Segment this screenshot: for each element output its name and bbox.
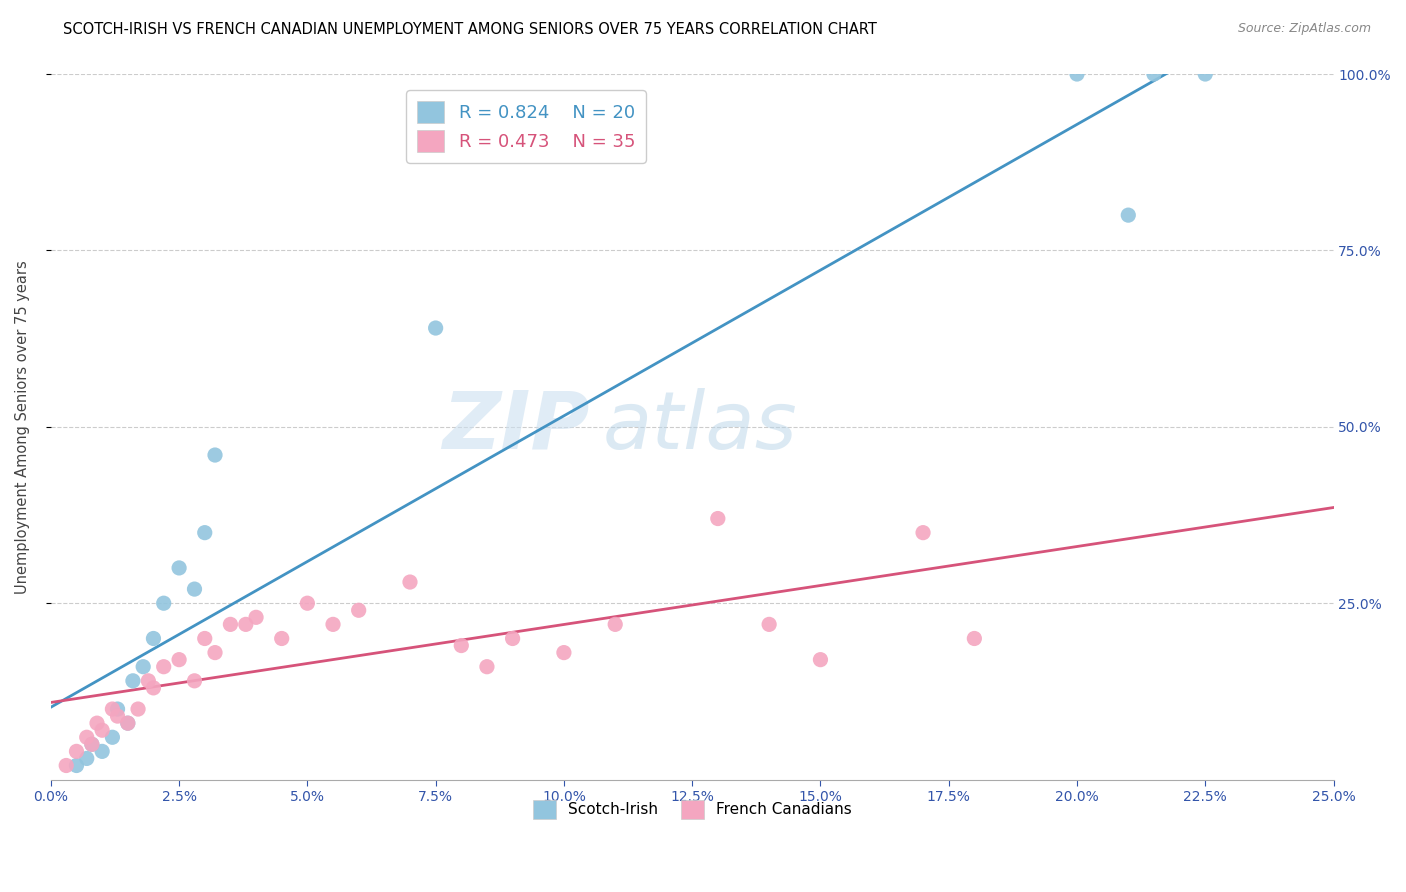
- Point: [245, 610, 267, 624]
- Point: [152, 596, 174, 610]
- Point: [167, 561, 190, 575]
- Point: [194, 632, 217, 646]
- Point: [142, 681, 165, 695]
- Text: SCOTCH-IRISH VS FRENCH CANADIAN UNEMPLOYMENT AMONG SENIORS OVER 75 YEARS CORRELA: SCOTCH-IRISH VS FRENCH CANADIAN UNEMPLOY…: [63, 22, 877, 37]
- Point: [553, 646, 575, 660]
- Point: [80, 737, 103, 751]
- Point: [204, 646, 226, 660]
- Point: [122, 673, 145, 688]
- Point: [107, 709, 129, 723]
- Point: [117, 716, 139, 731]
- Legend: Scotch-Irish, French Canadians: Scotch-Irish, French Canadians: [527, 794, 858, 825]
- Point: [322, 617, 344, 632]
- Point: [475, 659, 498, 673]
- Point: [707, 511, 730, 525]
- Text: atlas: atlas: [602, 388, 797, 466]
- Point: [132, 659, 155, 673]
- Point: [912, 525, 935, 540]
- Text: ZIP: ZIP: [441, 388, 589, 466]
- Point: [347, 603, 370, 617]
- Point: [80, 737, 103, 751]
- Point: [425, 321, 447, 335]
- Point: [86, 716, 108, 731]
- Point: [219, 617, 242, 632]
- Point: [183, 582, 205, 596]
- Point: [270, 632, 292, 646]
- Point: [450, 639, 472, 653]
- Point: [1143, 67, 1166, 81]
- Point: [76, 751, 98, 765]
- Point: [810, 653, 832, 667]
- Point: [235, 617, 257, 632]
- Point: [142, 632, 165, 646]
- Point: [1194, 67, 1216, 81]
- Point: [117, 716, 139, 731]
- Point: [204, 448, 226, 462]
- Point: [167, 653, 190, 667]
- Point: [91, 744, 114, 758]
- Point: [55, 758, 77, 772]
- Point: [101, 702, 124, 716]
- Point: [605, 617, 627, 632]
- Point: [152, 659, 174, 673]
- Point: [1066, 67, 1088, 81]
- Point: [1116, 208, 1139, 222]
- Point: [502, 632, 524, 646]
- Point: [194, 525, 217, 540]
- Point: [91, 723, 114, 738]
- Point: [101, 731, 124, 745]
- Text: Source: ZipAtlas.com: Source: ZipAtlas.com: [1237, 22, 1371, 36]
- Point: [65, 758, 87, 772]
- Point: [136, 673, 159, 688]
- Point: [963, 632, 986, 646]
- Point: [127, 702, 149, 716]
- Point: [183, 673, 205, 688]
- Y-axis label: Unemployment Among Seniors over 75 years: Unemployment Among Seniors over 75 years: [15, 260, 30, 594]
- Point: [65, 744, 87, 758]
- Point: [297, 596, 319, 610]
- Point: [399, 575, 422, 590]
- Point: [76, 731, 98, 745]
- Point: [107, 702, 129, 716]
- Point: [758, 617, 780, 632]
